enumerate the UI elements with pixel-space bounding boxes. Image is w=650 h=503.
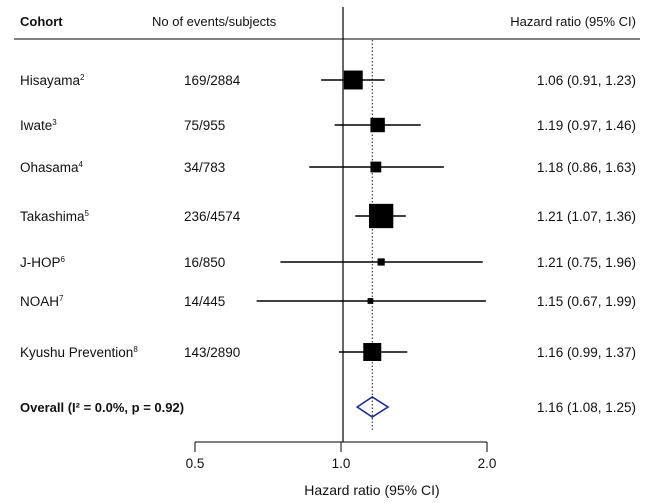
header-hazard-ratio: Hazard ratio (95% CI) — [510, 14, 636, 29]
events-subjects: 34/783 — [184, 160, 225, 175]
x-axis: 0.5 1.0 2.0 — [186, 441, 497, 471]
estimate-marker — [370, 161, 382, 173]
study-row: Ohasama4 34/783 1.18 (0.86, 1.63) — [20, 160, 636, 175]
cohort-name: J-HOP — [20, 255, 61, 270]
cohort-label: J-HOP6 — [20, 255, 66, 270]
cohort-label: NOAH7 — [20, 294, 64, 309]
events-subjects: 143/2890 — [184, 345, 240, 360]
events-subjects: 236/4574 — [184, 209, 241, 224]
hazard-ratio-text: 1.16 (0.99, 1.37) — [537, 345, 636, 360]
cohort-reference: 6 — [61, 255, 66, 264]
overall-hr-text: 1.16 (1.08, 1.25) — [537, 400, 636, 415]
cohort-reference: 3 — [52, 118, 57, 127]
overall-diamond — [355, 396, 390, 418]
overall-row: Overall (I² = 0.0%, p = 0.92) 1.16 (1.08… — [20, 396, 636, 418]
events-subjects: 169/2884 — [184, 73, 241, 88]
events-subjects: 14/445 — [184, 294, 225, 309]
cohort-name: NOAH — [20, 294, 59, 309]
cohort-reference: 2 — [80, 73, 85, 82]
study-row: NOAH7 14/445 1.15 (0.67, 1.99) — [20, 294, 636, 309]
cohort-label: Hisayama2 — [20, 73, 85, 88]
estimate-marker — [377, 258, 385, 266]
hazard-ratio-text: 1.21 (1.07, 1.36) — [537, 209, 636, 224]
overall-label: Overall (I² = 0.0%, p = 0.92) — [20, 400, 184, 415]
cohort-name: Hisayama — [20, 73, 81, 88]
hazard-ratio-text: 1.06 (0.91, 1.23) — [537, 73, 636, 88]
events-subjects: 75/955 — [184, 118, 225, 133]
cohort-reference: 5 — [85, 209, 90, 218]
estimate-marker — [367, 298, 374, 304]
study-row: Iwate3 75/955 1.19 (0.97, 1.46) — [20, 117, 636, 133]
cohort-name: Iwate — [20, 118, 52, 133]
cohort-reference: 4 — [79, 160, 84, 169]
study-rows: Hisayama2 169/2884 1.06 (0.91, 1.23)Iwate3… — [20, 70, 636, 361]
hazard-ratio-text: 1.19 (0.97, 1.46) — [537, 118, 636, 133]
x-tick-label: 1.0 — [332, 456, 351, 471]
study-row: J-HOP6 16/850 1.21 (0.75, 1.96) — [20, 255, 636, 270]
cohort-reference: 8 — [133, 345, 138, 354]
study-row: Takashima5 236/4574 1.21 (1.07, 1.36) — [20, 203, 636, 229]
cohort-label: Ohasama4 — [20, 160, 84, 175]
estimate-marker — [343, 70, 363, 90]
header-events: No of events/subjects — [152, 14, 277, 29]
study-row: Kyushu Prevention8 143/2890 1.16 (0.99, 1.… — [20, 343, 636, 361]
study-row: Hisayama2 169/2884 1.06 (0.91, 1.23) — [20, 70, 636, 90]
cohort-label: Iwate3 — [20, 118, 57, 133]
estimate-marker — [369, 203, 394, 229]
events-subjects: 16/850 — [184, 255, 225, 270]
cohort-label: Kyushu Prevention8 — [20, 345, 138, 360]
x-axis-title: Hazard ratio (95% CI) — [304, 482, 439, 498]
cohort-label: Takashima5 — [20, 209, 90, 224]
cohort-reference: 7 — [59, 294, 64, 303]
estimate-marker — [370, 117, 385, 133]
hazard-ratio-text: 1.15 (0.67, 1.99) — [537, 294, 636, 309]
cohort-name: Ohasama — [20, 160, 79, 175]
x-tick-label: 0.5 — [186, 456, 205, 471]
hazard-ratio-text: 1.18 (0.86, 1.63) — [537, 160, 636, 175]
header-cohort: Cohort — [20, 14, 63, 29]
x-tick-label: 2.0 — [478, 456, 497, 471]
cohort-name: Kyushu Prevention — [20, 345, 133, 360]
hazard-ratio-text: 1.21 (0.75, 1.96) — [537, 255, 636, 270]
cohort-name: Takashima — [20, 209, 85, 224]
